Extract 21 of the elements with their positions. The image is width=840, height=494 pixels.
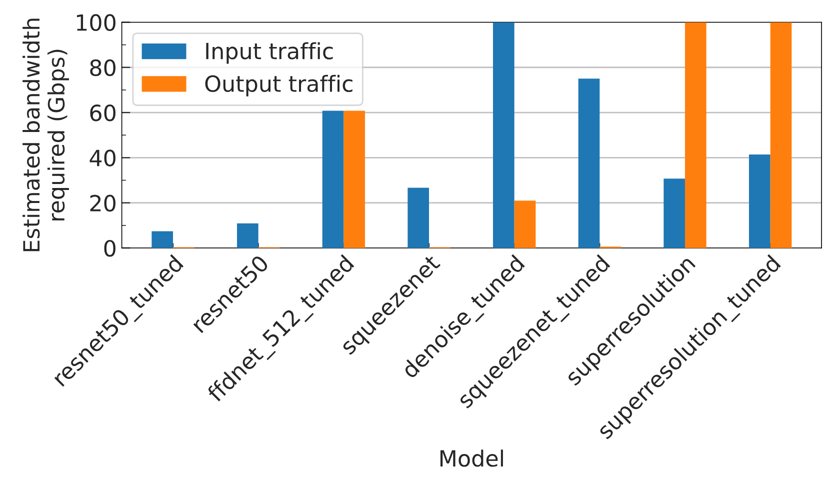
- bar: [408, 188, 429, 248]
- legend-label: Output traffic: [205, 74, 352, 96]
- bar: [578, 78, 600, 248]
- bar: [237, 223, 258, 248]
- bar: [664, 178, 685, 248]
- bar: [152, 231, 173, 248]
- bar: [770, 22, 792, 248]
- y-tick-label: 80: [90, 59, 116, 76]
- bar: [748, 154, 770, 248]
- y-tick-label: 100: [76, 14, 116, 31]
- y-tick-label: 40: [90, 150, 116, 166]
- y-tick-label: 20: [90, 194, 116, 212]
- bar: [322, 110, 344, 248]
- bar: [344, 110, 365, 248]
- legend-label: Input traffic: [206, 42, 333, 64]
- x-axis-title: Model: [440, 450, 503, 467]
- y-axis-title: Estimated bandwidth required (Gbps): [22, 18, 69, 252]
- bar: [684, 22, 706, 248]
- y-tick-label: 60: [90, 104, 116, 122]
- bar: [492, 22, 514, 248]
- bar: [514, 200, 536, 248]
